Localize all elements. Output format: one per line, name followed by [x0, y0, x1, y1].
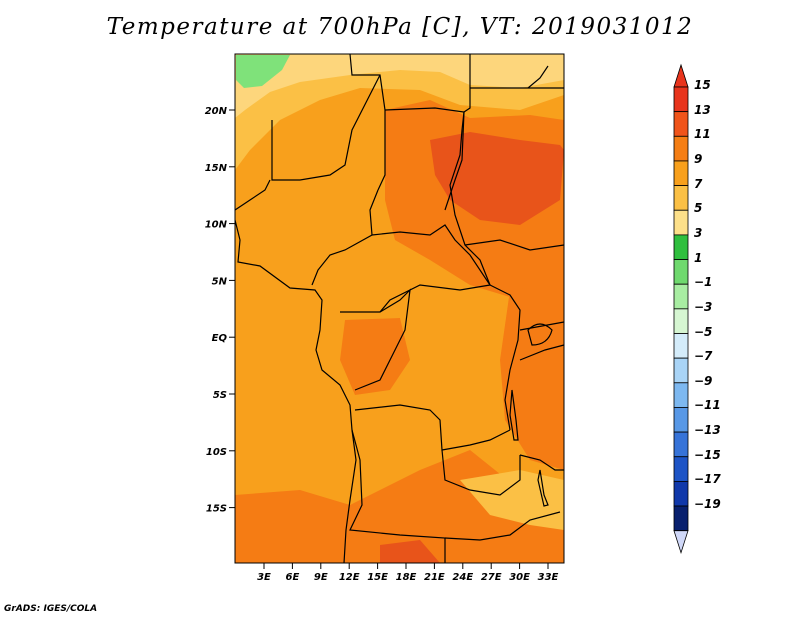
lat-tick-label: 15N	[205, 163, 228, 174]
colorbar-swatch	[673, 86, 689, 113]
colorbar-label: −9	[694, 373, 713, 388]
lon-tick-label: 15E	[367, 572, 388, 583]
colorbar-label: 13	[694, 102, 711, 117]
grads-credit: GrADS: IGES/COLA	[4, 604, 98, 614]
lake-tanganyika	[509, 389, 519, 441]
colorbar	[673, 63, 689, 555]
axis-tick-labels: 20N 15N 10N 5N EQ 5S 10S 15S 3E 6E 9E 12E 15E 18E 21E 2…	[205, 106, 559, 583]
lat-tick-label: 15S	[206, 504, 227, 515]
field-cool-southeast	[460, 470, 564, 530]
lat-tick-label: EQ	[212, 333, 228, 344]
colorbar-top-arrow	[673, 63, 689, 88]
colorbar-label: −3	[694, 299, 713, 314]
lake-victoria	[527, 323, 553, 346]
map-frame	[234, 53, 565, 564]
coastline-west	[234, 219, 357, 564]
colorbar-label: 7	[694, 176, 703, 191]
lon-tick-label: 12E	[339, 572, 360, 583]
lon-tick-label: 18E	[396, 572, 417, 583]
border-zambia-zimbabwe	[444, 511, 561, 541]
colorbar-label: −5	[694, 324, 713, 339]
red-sea-coast	[527, 65, 549, 89]
colorbar-swatch	[673, 407, 689, 433]
colorbar-label: −1	[694, 275, 713, 290]
temperature-field	[235, 54, 564, 563]
colorbar-label: −17	[694, 472, 721, 487]
colorbar-swatch	[673, 111, 689, 137]
colorbar-label: 15	[694, 78, 711, 92]
colorbar-swatch	[673, 505, 689, 532]
border-gulf-guinea	[234, 179, 271, 211]
colorbar-swatch	[673, 283, 689, 310]
border-zambia	[441, 449, 521, 496]
lon-tick-label: 9E	[314, 572, 328, 583]
lat-tick-label: 5S	[213, 390, 227, 401]
border-tanzania	[519, 321, 565, 361]
field-green-patch	[236, 55, 290, 88]
border-drc-south	[354, 404, 511, 451]
colorbar-label: 9	[694, 151, 703, 166]
lat-tick-label: 10N	[205, 220, 228, 231]
colorbar-label: −15	[694, 447, 721, 462]
colorbar-swatch	[673, 234, 689, 260]
lon-tick-label: 30E	[509, 572, 530, 583]
colorbar-label: −19	[694, 497, 721, 512]
lon-tick-label: 6E	[286, 572, 300, 583]
border-chad-sudan	[449, 111, 491, 286]
colorbar-label: −11	[694, 398, 721, 413]
lake-malawi	[537, 469, 549, 507]
border-nile-sudan-south	[464, 239, 565, 251]
colorbar-swatch	[673, 259, 689, 285]
axis-ticks	[229, 109, 549, 569]
colorbar-label: −13	[694, 423, 721, 438]
country-borders	[234, 53, 565, 564]
colorbar-swatch	[673, 382, 689, 408]
colorbar-swatch	[673, 135, 689, 162]
colorbar-swatch	[673, 480, 689, 507]
lon-tick-label: 27E	[481, 572, 502, 583]
field-hot-south	[380, 540, 440, 563]
lat-tick-label: 20N	[205, 106, 228, 117]
colorbar-swatch	[673, 160, 689, 186]
colorbar-swatch	[673, 431, 689, 458]
field-cooler-north	[235, 54, 564, 118]
colorbar-label: 11	[694, 127, 711, 142]
colorbar-swatch	[673, 357, 689, 384]
colorbar-label: 1	[694, 250, 703, 265]
lon-tick-label: 24E	[452, 572, 473, 583]
colorbar-label: −7	[694, 349, 713, 364]
border-mauritania-mali	[271, 74, 381, 181]
colorbar-bottom-arrow	[673, 530, 689, 555]
chart-title: Temperature at 700hPa [C], VT: 201903101…	[106, 14, 694, 40]
field-warm-congo	[340, 318, 410, 395]
border-congo	[340, 288, 411, 391]
border-mozambique	[519, 454, 564, 471]
lon-tick-label: 33E	[538, 572, 559, 583]
border-libya	[463, 54, 471, 113]
colorbar-label: 5	[694, 201, 703, 216]
lon-tick-label: 3E	[257, 572, 271, 583]
border-algeria-mali	[349, 53, 386, 191]
lat-tick-label: 10S	[206, 447, 227, 458]
colorbar-swatch	[673, 333, 689, 359]
colorbar-swatch	[673, 209, 689, 236]
colorbar-label: 3	[694, 225, 703, 240]
colorbar-swatch	[673, 185, 689, 211]
border-drc-east	[489, 284, 521, 431]
field-hot-sudan	[430, 132, 564, 225]
lat-tick-label: 5N	[212, 276, 228, 287]
border-niger-chad	[384, 107, 465, 211]
colorbar-swatch	[673, 308, 689, 334]
colorbar-swatch	[673, 456, 689, 482]
border-nigeria-cameroon	[311, 189, 379, 286]
lon-tick-label: 21E	[424, 572, 445, 583]
